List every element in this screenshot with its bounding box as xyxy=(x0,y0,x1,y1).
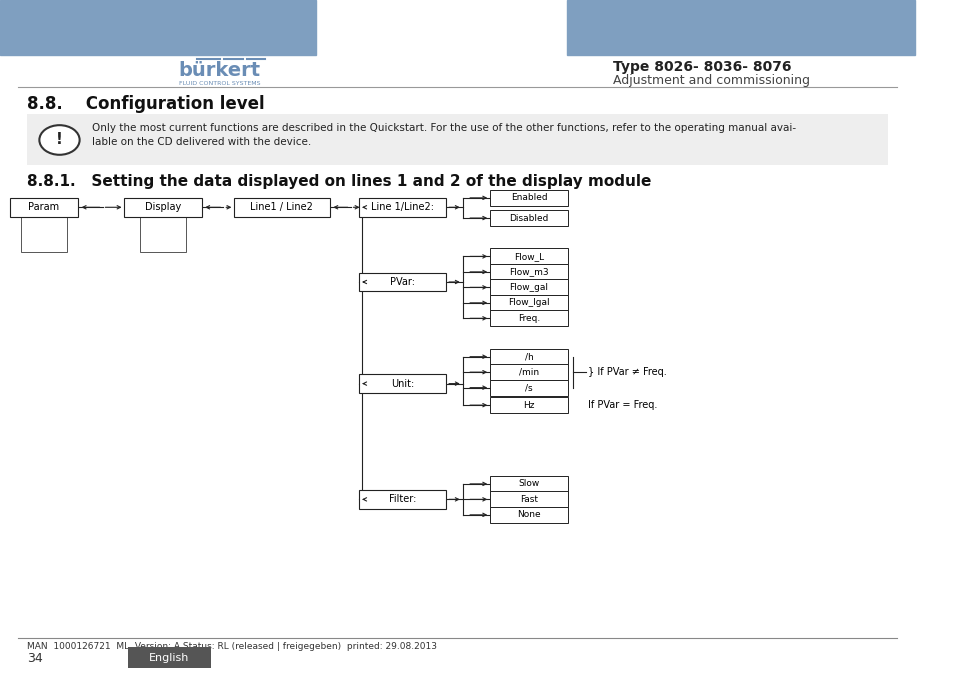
Text: Display: Display xyxy=(145,203,181,212)
Text: None: None xyxy=(517,510,540,520)
FancyBboxPatch shape xyxy=(490,507,567,523)
Text: English: English xyxy=(149,653,190,662)
Text: Filter:: Filter: xyxy=(389,495,416,504)
Text: Line 1/Line2:: Line 1/Line2: xyxy=(371,203,434,212)
Text: /h: /h xyxy=(524,352,533,361)
FancyBboxPatch shape xyxy=(21,215,67,252)
Text: Slow: Slow xyxy=(517,479,539,489)
FancyBboxPatch shape xyxy=(490,476,567,492)
Text: PVar:: PVar: xyxy=(390,277,415,287)
Text: Flow_gal: Flow_gal xyxy=(509,283,548,292)
FancyBboxPatch shape xyxy=(359,374,446,393)
Text: 34: 34 xyxy=(28,651,43,665)
FancyBboxPatch shape xyxy=(490,491,567,507)
FancyBboxPatch shape xyxy=(490,279,567,295)
Text: MAN  1000126721  ML  Version: A Status: RL (released | freigegeben)  printed: 29: MAN 1000126721 ML Version: A Status: RL … xyxy=(28,641,437,651)
FancyBboxPatch shape xyxy=(490,295,567,311)
Circle shape xyxy=(39,125,79,155)
Text: Flow_m3: Flow_m3 xyxy=(509,267,548,277)
Bar xyxy=(567,0,914,55)
FancyBboxPatch shape xyxy=(28,114,887,165)
Text: Unit:: Unit: xyxy=(391,379,414,388)
Bar xyxy=(0,0,315,55)
FancyBboxPatch shape xyxy=(490,397,567,413)
FancyBboxPatch shape xyxy=(490,310,567,326)
FancyBboxPatch shape xyxy=(490,264,567,280)
FancyBboxPatch shape xyxy=(359,198,446,217)
Text: Param: Param xyxy=(29,203,59,212)
Text: Fast: Fast xyxy=(519,495,537,504)
Text: Flow_lgal: Flow_lgal xyxy=(508,298,549,308)
FancyBboxPatch shape xyxy=(490,248,567,264)
Text: Flow_L: Flow_L xyxy=(514,252,543,261)
Text: Freq.: Freq. xyxy=(517,314,539,323)
FancyBboxPatch shape xyxy=(124,198,202,217)
Text: Line1 / Line2: Line1 / Line2 xyxy=(251,203,313,212)
Text: Type 8026- 8036- 8076: Type 8026- 8036- 8076 xyxy=(613,61,791,74)
Text: Enabled: Enabled xyxy=(510,193,547,203)
Text: Adjustment and commissioning: Adjustment and commissioning xyxy=(613,74,809,87)
Text: 8.8.    Configuration level: 8.8. Configuration level xyxy=(28,96,265,113)
FancyBboxPatch shape xyxy=(490,349,567,365)
FancyBboxPatch shape xyxy=(490,364,567,380)
Text: FLUID CONTROL SYSTEMS: FLUID CONTROL SYSTEMS xyxy=(179,81,260,86)
FancyBboxPatch shape xyxy=(490,190,567,206)
FancyBboxPatch shape xyxy=(128,647,211,668)
Text: /min: /min xyxy=(518,367,538,377)
Text: 8.8.1.   Setting the data displayed on lines 1 and 2 of the display module: 8.8.1. Setting the data displayed on lin… xyxy=(28,174,651,189)
Text: Disabled: Disabled xyxy=(509,213,548,223)
Text: Hz: Hz xyxy=(523,400,535,410)
FancyBboxPatch shape xyxy=(490,210,567,226)
Text: !: ! xyxy=(56,133,63,147)
FancyBboxPatch shape xyxy=(490,380,567,396)
FancyBboxPatch shape xyxy=(10,198,78,217)
Text: If PVar = Freq.: If PVar = Freq. xyxy=(587,400,657,410)
FancyBboxPatch shape xyxy=(359,490,446,509)
FancyBboxPatch shape xyxy=(233,198,330,217)
FancyBboxPatch shape xyxy=(359,273,446,291)
FancyBboxPatch shape xyxy=(140,215,186,252)
Text: bürkert: bürkert xyxy=(178,61,260,80)
Text: Only the most current functions are described in the Quickstart. For the use of : Only the most current functions are desc… xyxy=(91,122,795,147)
Text: } If PVar ≠ Freq.: } If PVar ≠ Freq. xyxy=(587,367,666,377)
Text: /s: /s xyxy=(525,383,533,392)
